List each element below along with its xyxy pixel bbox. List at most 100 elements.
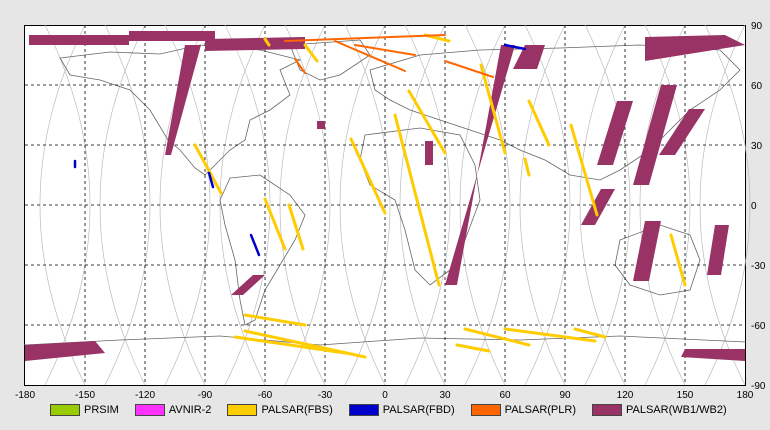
fbs-swath (503, 327, 597, 343)
tick-label-layer: -180 -150 -120 -90 -60 -30 0 30 60 90 120 150 180 90 6… (15, 21, 766, 401)
fbd-swath (207, 171, 215, 189)
fbs-swath (243, 313, 307, 327)
x-tick-label: 0 (382, 390, 388, 401)
fbs-swath (523, 157, 531, 177)
legend-swatch (470, 404, 501, 416)
wb-swath (231, 275, 265, 295)
fbs-swath (569, 123, 599, 217)
wb-swath (25, 341, 105, 361)
plr-swath (284, 34, 446, 42)
x-tick-label: -30 (318, 390, 333, 401)
wb-swath (425, 141, 433, 165)
orbit-track (44, 24, 91, 386)
legend-swatch (592, 404, 622, 416)
x-tick-label: -90 (198, 390, 213, 401)
fbs-swath (407, 89, 447, 155)
orbit-track (464, 24, 511, 386)
wb-swath (645, 35, 745, 61)
plr-swath (354, 44, 416, 56)
orbit-track (224, 24, 271, 386)
legend-label: PALSAR(PLR) (504, 404, 576, 416)
wb-swath (597, 101, 633, 165)
legend-item: PALSAR(FBS) (227, 404, 333, 416)
legend-swatch (50, 404, 80, 416)
wb-swath (659, 109, 705, 155)
wb-swath (581, 189, 615, 225)
wb-swath (445, 45, 515, 285)
y-tick-label: 30 (751, 141, 763, 152)
fbs-swath (243, 329, 367, 359)
x-tick-label: 120 (617, 390, 634, 401)
legend-swatch (134, 404, 165, 416)
plr-swath (444, 60, 494, 78)
y-tick-label: 0 (751, 201, 757, 212)
wb-swath (317, 121, 325, 129)
fbs-swath (287, 203, 305, 251)
wb-swath (633, 85, 677, 185)
fbd-swath (503, 43, 527, 51)
fbs-swath (263, 197, 287, 251)
legend-item: AVNIR-2 (134, 404, 212, 416)
fbs-swath (573, 327, 607, 339)
fbs-swath (393, 113, 441, 287)
plr-swath (334, 40, 406, 72)
fbs-swath (455, 343, 491, 353)
fbs-swath (463, 327, 531, 347)
orbit-track (344, 24, 391, 386)
legend-swatch (227, 404, 258, 416)
x-tick-label: 60 (499, 390, 511, 401)
x-tick-label: 150 (677, 390, 694, 401)
orbit-track (524, 24, 571, 386)
wb-swath (205, 37, 305, 51)
legend-item: PALSAR(WB1/WB2) (592, 404, 727, 416)
australia-coastline (614, 224, 701, 296)
legend-label: PALSAR(FBS) (261, 404, 333, 416)
fbs-swath (193, 143, 223, 195)
y-tick-label: -60 (751, 321, 766, 332)
y-tick-label: -30 (751, 261, 766, 272)
x-tick-label: 30 (439, 390, 451, 401)
legend-label: PRSIM (84, 404, 119, 416)
legend-label: PALSAR(WB1/WB2) (626, 404, 727, 416)
plr-swath (294, 58, 306, 74)
x-tick-label: -150 (75, 390, 95, 401)
orbit-track (404, 24, 451, 386)
wb-swath (707, 225, 729, 275)
wb-swath (681, 349, 745, 361)
greenland-coastline (289, 39, 371, 81)
x-tick-label: -60 (258, 390, 273, 401)
x-tick-label: 90 (559, 390, 571, 401)
fbs-swath (303, 43, 319, 63)
orbit-track (104, 24, 151, 386)
y-tick-label: 60 (751, 81, 763, 92)
y-tick-label: -90 (751, 381, 766, 392)
wb-swath (513, 45, 545, 69)
legend-item: PALSAR(PLR) (470, 404, 576, 416)
y-tick-label: 90 (751, 21, 763, 32)
orbit-track (704, 24, 751, 386)
fbs-swath (527, 99, 551, 147)
eurasia-coastline (369, 44, 741, 181)
legend-swatch (348, 404, 379, 416)
legend-label: PALSAR(FBD) (382, 404, 455, 416)
fbs-swath (669, 233, 687, 287)
wb-swath (633, 221, 661, 281)
legend-label: AVNIR-2 (168, 404, 212, 416)
swath-layer (25, 31, 745, 361)
south-america-coastline (219, 174, 306, 326)
legend-item: PRSIM (50, 404, 119, 416)
fbs-swath (233, 335, 347, 355)
fbs-swath (263, 37, 271, 47)
orbit-track (644, 24, 691, 386)
fbd-swath (249, 233, 261, 257)
wb-swath (29, 35, 129, 45)
x-tick-label: -120 (135, 390, 155, 401)
fbs-swath (479, 63, 507, 155)
wb-swath (129, 31, 215, 41)
legend: PRSIM AVNIR-2 PALSAR(FBS) PALSAR(FBD) PALSAR… (50, 402, 743, 418)
fbs-swath (349, 137, 387, 215)
x-tick-label: 180 (737, 390, 754, 401)
graticule-layer (25, 25, 745, 385)
wb-swath (165, 45, 201, 155)
